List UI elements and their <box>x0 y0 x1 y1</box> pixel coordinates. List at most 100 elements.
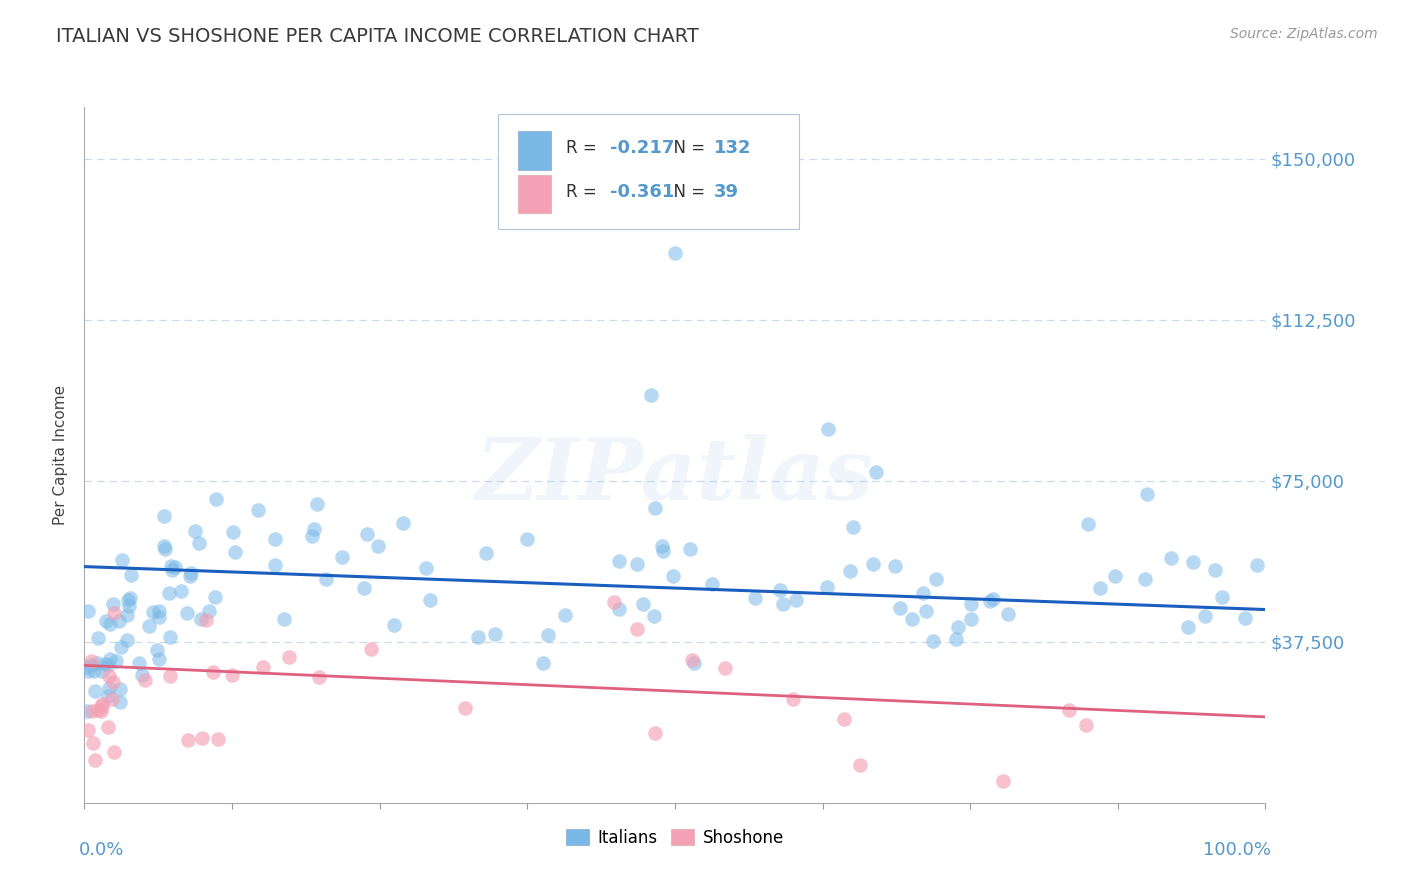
Point <box>187 536 209 550</box>
Point <box>117 607 139 622</box>
Point <box>415 561 437 575</box>
Point <box>714 661 737 675</box>
Point <box>679 542 702 557</box>
Point <box>768 583 790 598</box>
Point <box>128 657 150 671</box>
Point <box>148 652 170 666</box>
Point <box>1182 555 1205 569</box>
Point <box>221 668 243 682</box>
Text: R =: R = <box>567 183 602 201</box>
Point <box>475 546 498 560</box>
Point <box>537 628 560 642</box>
Point <box>84 753 107 767</box>
Point <box>80 704 103 718</box>
Point <box>159 630 181 644</box>
Point <box>169 584 191 599</box>
Point <box>785 593 807 607</box>
Point <box>353 581 375 595</box>
Point <box>159 558 181 573</box>
Point <box>945 632 967 646</box>
Point <box>264 558 287 573</box>
Point <box>1160 551 1182 566</box>
Point <box>915 604 938 618</box>
Point <box>264 532 287 546</box>
Point <box>176 607 198 621</box>
Point <box>531 656 554 670</box>
Text: Source: ZipAtlas.com: Source: ZipAtlas.com <box>1230 27 1378 41</box>
Text: -0.361: -0.361 <box>610 183 675 201</box>
Point <box>94 614 117 628</box>
Point <box>644 500 666 515</box>
Point <box>453 700 475 714</box>
Point <box>832 712 855 726</box>
Point <box>84 683 107 698</box>
Text: ITALIAN VS SHOSHONE PER CAPITA INCOME CORRELATION CHART: ITALIAN VS SHOSHONE PER CAPITA INCOME CO… <box>56 27 699 45</box>
Point <box>87 631 110 645</box>
Legend: Italians, Shoshone: Italians, Shoshone <box>560 822 790 854</box>
FancyBboxPatch shape <box>517 175 551 213</box>
Point <box>602 594 624 608</box>
Point <box>1204 563 1226 577</box>
Point <box>86 703 108 717</box>
Point <box>307 497 329 511</box>
Point <box>90 697 112 711</box>
Text: ZIPatlas: ZIPatlas <box>475 434 875 517</box>
Point <box>98 616 121 631</box>
Point <box>97 657 120 672</box>
Point <box>101 692 124 706</box>
Text: 100.0%: 100.0% <box>1204 841 1271 859</box>
Point <box>993 774 1015 789</box>
Point <box>277 649 299 664</box>
Point <box>889 600 911 615</box>
Point <box>117 592 139 607</box>
Point <box>308 670 330 684</box>
Point <box>1233 610 1256 624</box>
Text: R =: R = <box>567 139 602 157</box>
Point <box>90 704 112 718</box>
Point <box>392 516 415 531</box>
Point <box>77 604 100 618</box>
Point <box>103 745 125 759</box>
Point <box>681 652 703 666</box>
Point <box>643 609 665 624</box>
Point <box>76 664 98 678</box>
Point <box>332 550 354 565</box>
Point <box>98 652 121 666</box>
Point <box>247 502 270 516</box>
Point <box>626 622 648 636</box>
Point <box>91 665 114 679</box>
Point <box>82 736 104 750</box>
Point <box>946 620 969 634</box>
Point <box>101 674 124 689</box>
Point <box>960 597 983 611</box>
Point <box>1057 702 1080 716</box>
Point <box>1133 572 1156 586</box>
Point <box>142 605 165 619</box>
Point <box>652 544 675 558</box>
Point <box>153 508 176 523</box>
Point <box>160 563 183 577</box>
Point <box>925 572 948 586</box>
Point <box>252 660 274 674</box>
Point <box>118 599 141 614</box>
Text: N =: N = <box>664 139 710 157</box>
Point <box>979 594 1001 608</box>
Point <box>382 617 405 632</box>
Point <box>224 545 246 559</box>
Point <box>101 597 124 611</box>
Y-axis label: Per Capita Income: Per Capita Income <box>53 384 69 525</box>
Point <box>77 723 100 738</box>
Point <box>997 607 1019 621</box>
Point <box>103 606 125 620</box>
Point <box>179 569 201 583</box>
Point <box>960 612 983 626</box>
Text: 39: 39 <box>714 183 740 201</box>
Point <box>865 465 887 479</box>
Point <box>83 664 105 678</box>
Point <box>75 660 97 674</box>
Point <box>554 608 576 623</box>
Point <box>202 665 225 680</box>
Point <box>302 522 325 536</box>
Point <box>148 603 170 617</box>
Point <box>97 689 120 703</box>
